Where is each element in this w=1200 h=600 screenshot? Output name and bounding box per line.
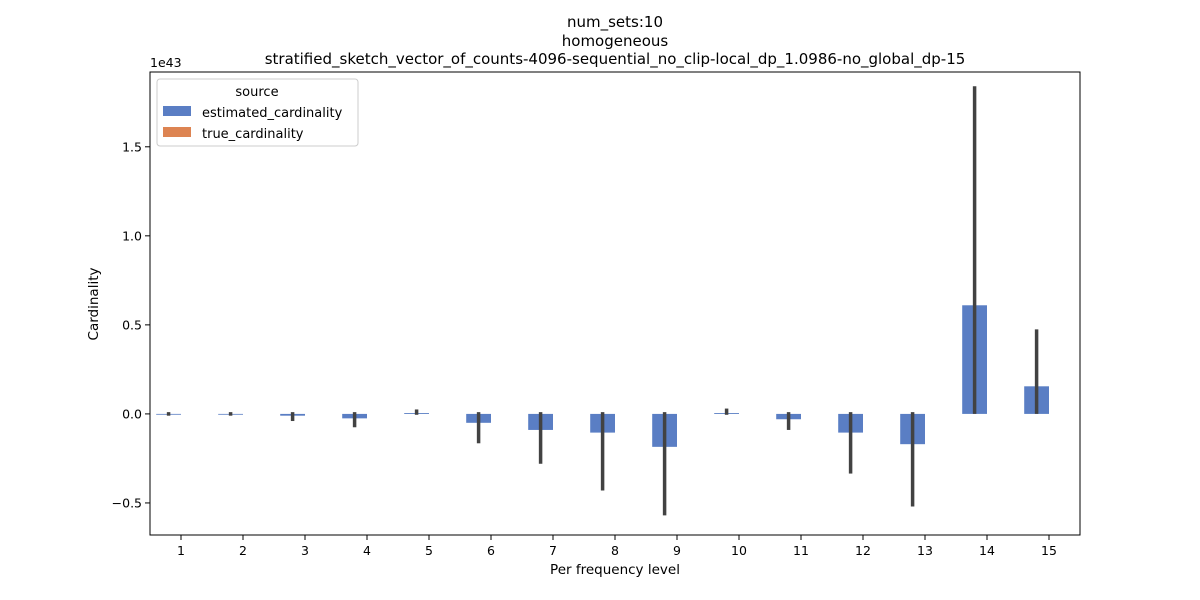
x-tick-label: 2 [239,543,247,558]
x-tick-label: 6 [487,543,495,558]
x-tick-label: 4 [363,543,371,558]
x-tick-label: 1 [177,543,185,558]
x-tick-label: 11 [793,543,809,558]
x-tick-label: 15 [1041,543,1057,558]
y-axis-label: Cardinality [86,268,102,341]
legend-label-true-cardinality: true_cardinality [202,127,304,142]
x-axis-label: Per frequency level [550,562,680,578]
legend-box [156,78,359,147]
legend-swatch-true-cardinality [163,127,191,137]
legend: source estimated_cardinality true_cardin… [156,78,359,147]
legend-swatch-estimated-cardinality [163,106,191,116]
y-tick-label: 0.5 [122,317,142,332]
chart-title-line-1: num_sets:10 [567,13,663,32]
x-tick-label: 9 [673,543,681,558]
ticks-layer: −0.50.00.51.01.51 2 3 4 5 6 7 8 9 10 11 12 13 14 15 [112,139,1057,558]
x-tick-label: 7 [549,543,557,558]
chart-title-line-2: homogeneous [562,32,669,50]
legend-title: source [235,85,278,100]
y-offset-label: 1e43 [150,55,182,70]
x-tick-label: 13 [917,543,933,558]
y-tick-label: 1.5 [122,139,142,154]
plot-area-frame [149,71,1081,536]
error-bars-layer [166,86,1039,516]
y-tick-label: −0.5 [112,495,142,510]
x-tick-label: 3 [301,543,309,558]
x-tick-label: 8 [611,543,619,558]
legend-label-estimated-cardinality: estimated_cardinality [202,106,343,121]
chart-title-line-3: stratified_sketch_vector_of_counts-4096-… [265,50,966,69]
x-tick-label: 14 [979,543,995,558]
y-tick-label: 1.0 [122,228,142,243]
y-tick-label: 0.0 [122,406,142,421]
x-tick-label: 5 [425,543,433,558]
x-tick-label: 12 [855,543,871,558]
x-tick-label: 10 [731,543,747,558]
